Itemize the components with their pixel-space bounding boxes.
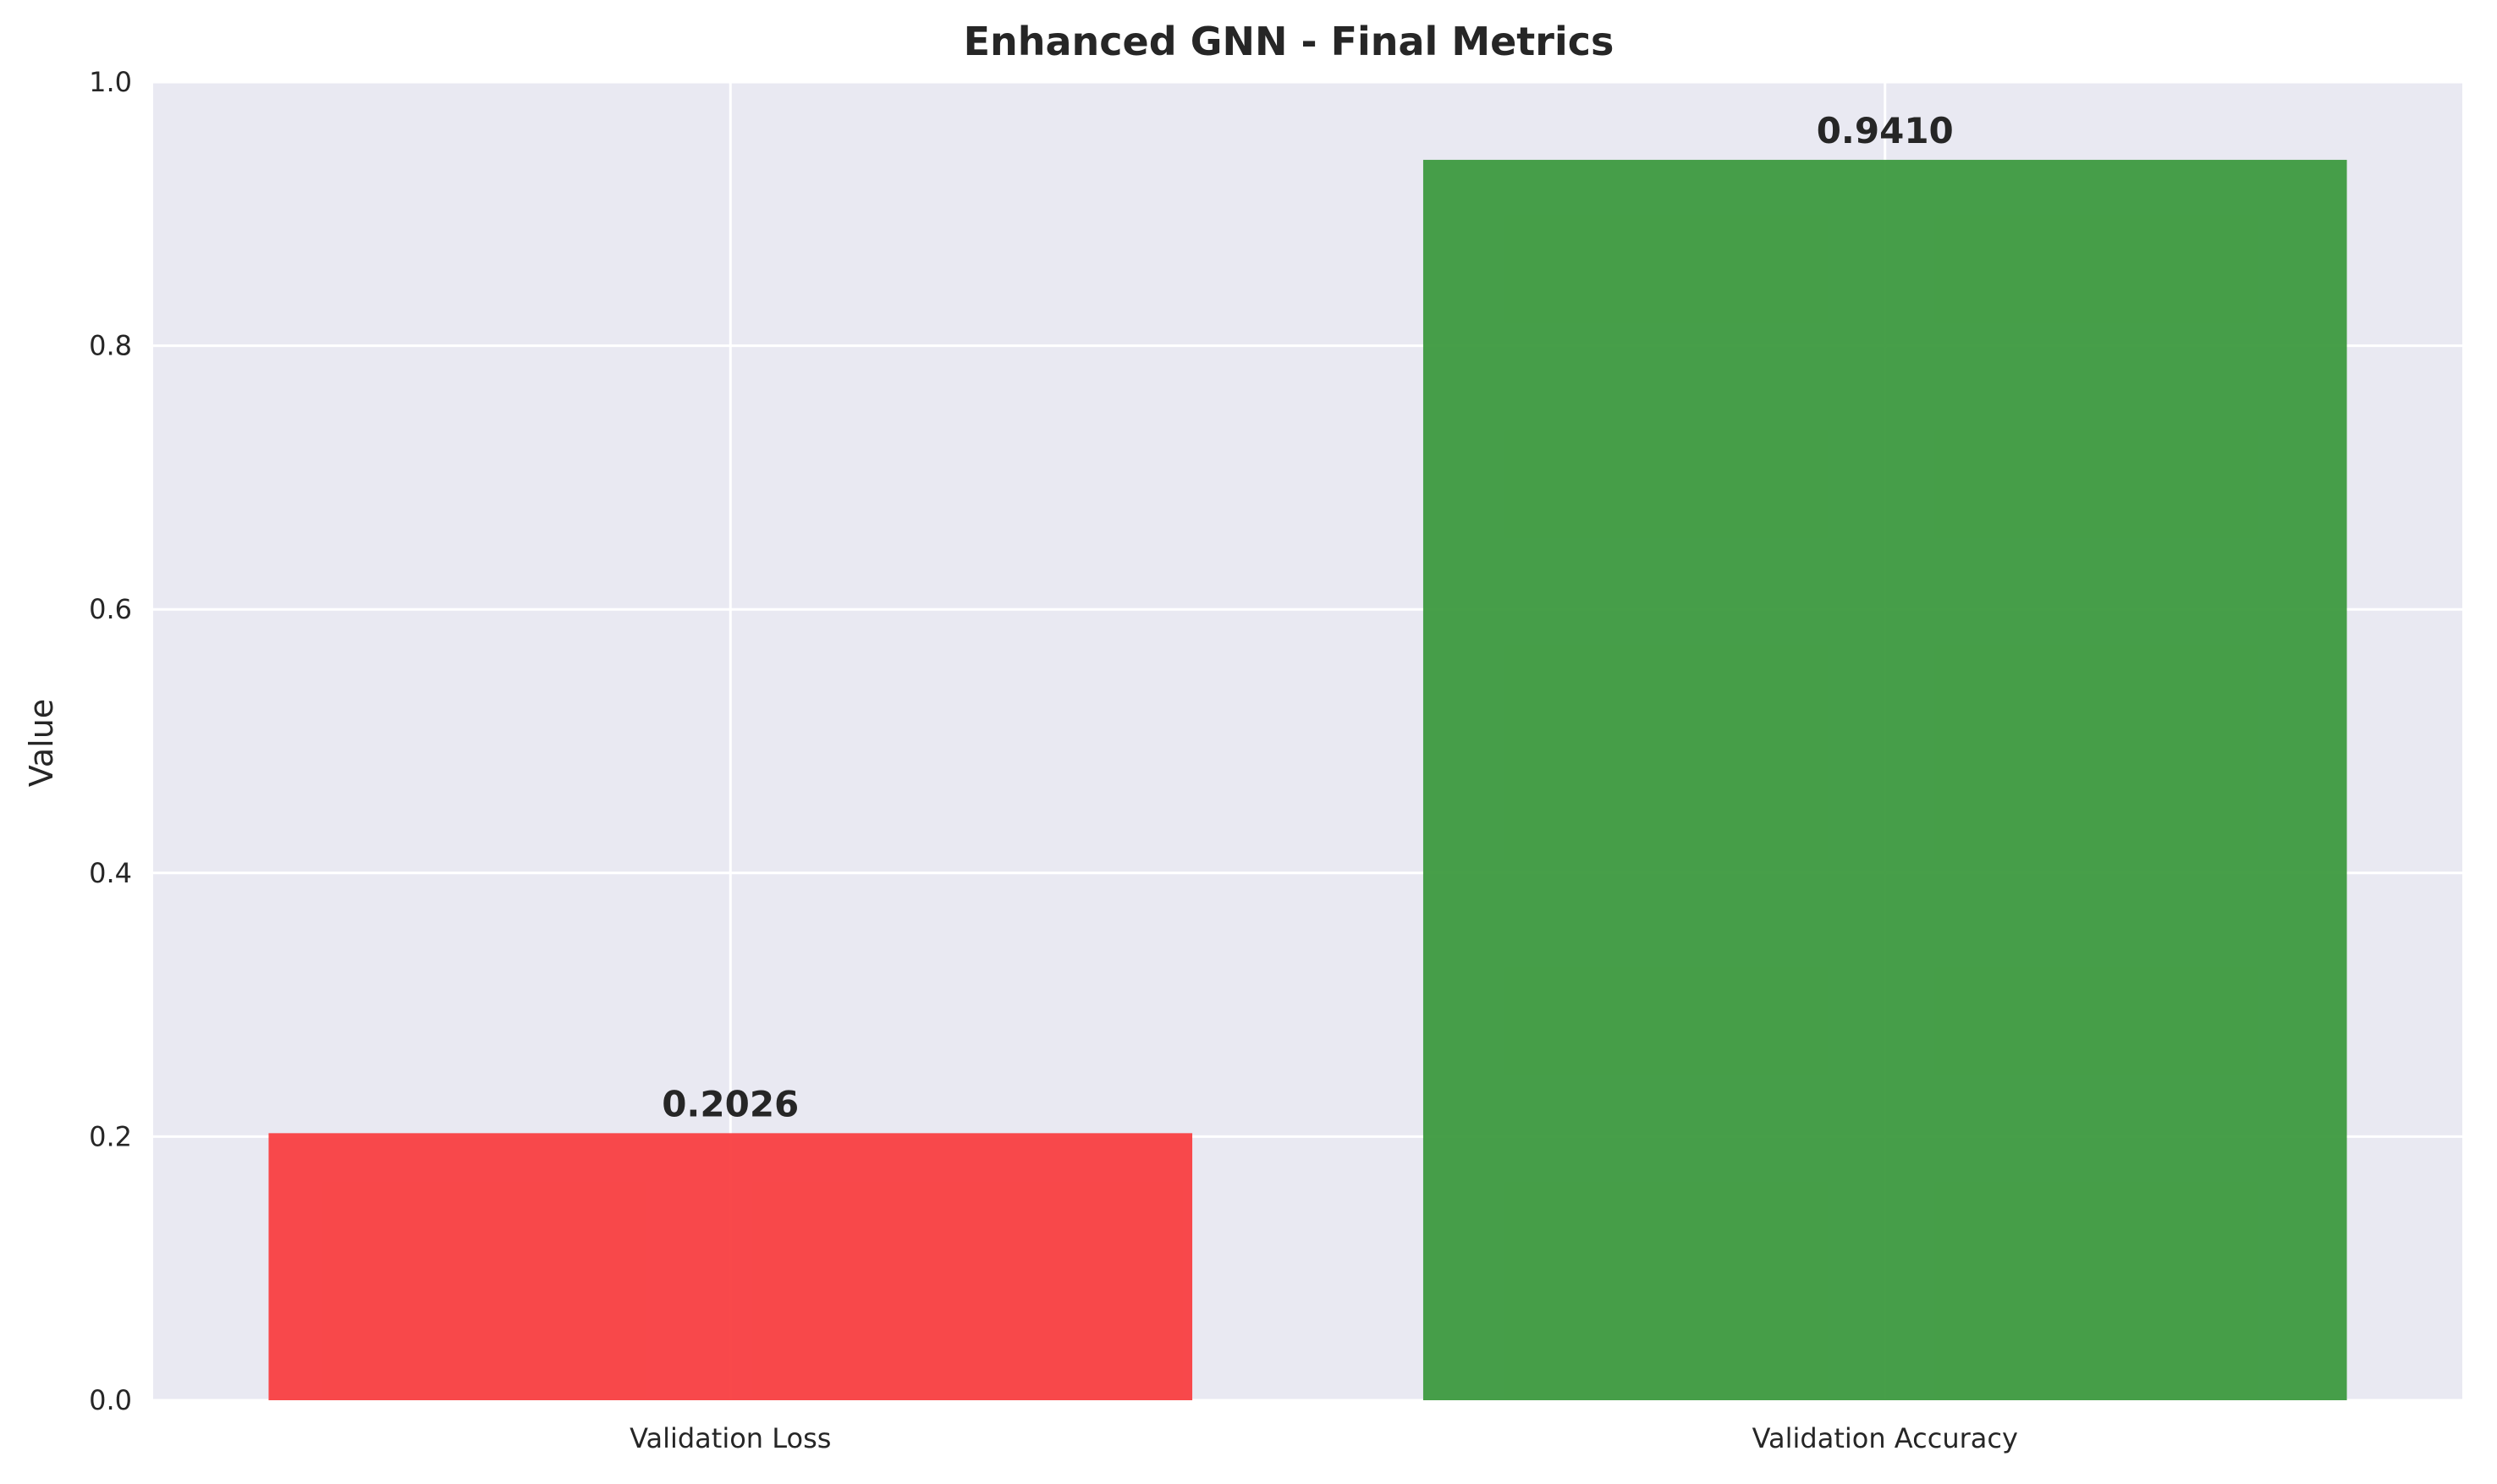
x-axis-ticks: Validation Loss Validation Accuracy: [630, 1422, 2018, 1454]
y-tick-label: 0.8: [89, 330, 132, 362]
bar-validation-accuracy: [1422, 159, 2347, 1400]
y-axis-label: Value: [23, 699, 60, 787]
data-labels: 0.2026 0.9410: [662, 110, 1954, 1124]
bar-value-label: 0.2026: [662, 1083, 799, 1124]
y-tick-label: 0.4: [89, 857, 132, 889]
y-axis-ticks: 0.0 0.2 0.4 0.6 0.8 1.0: [89, 66, 132, 1416]
x-tick-label: Validation Loss: [630, 1422, 831, 1454]
y-tick-label: 0.2: [89, 1120, 132, 1152]
bar-validation-loss: [268, 1133, 1193, 1400]
bar-value-label: 0.9410: [1817, 110, 1954, 151]
chart-title: Enhanced GNN - Final Metrics: [964, 19, 1614, 64]
y-tick-label: 0.0: [89, 1384, 132, 1416]
x-tick-label: Validation Accuracy: [1752, 1422, 2018, 1454]
bars: [268, 159, 2347, 1400]
y-tick-label: 1.0: [89, 66, 132, 98]
y-tick-label: 0.6: [89, 593, 132, 625]
